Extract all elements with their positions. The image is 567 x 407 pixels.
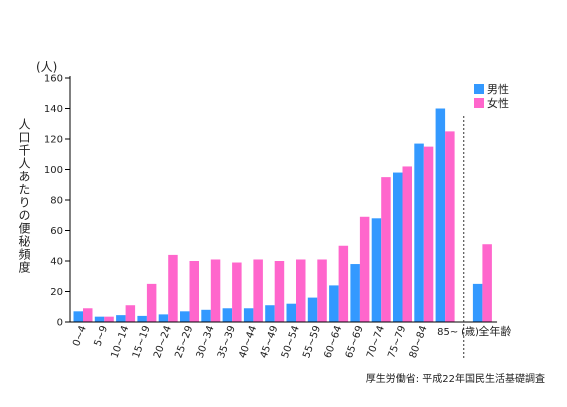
x-unit-label: (歳) xyxy=(461,326,479,338)
x-tick-label: 55~59 xyxy=(301,324,323,360)
x-tick-label: 60~64 xyxy=(323,324,345,360)
x-tick-label: 5~9 xyxy=(93,324,111,348)
x-tick-label: 0~4 xyxy=(71,324,89,348)
y-tick-label: 20 xyxy=(50,287,63,298)
y-tick-label: 120 xyxy=(44,135,63,146)
bar-male xyxy=(371,218,382,322)
bar-male xyxy=(472,283,483,323)
x-tick-label: 全年齢 xyxy=(478,324,511,338)
x-tick-label: 30~34 xyxy=(195,324,217,360)
legend-label: 女性 xyxy=(487,96,509,110)
bar-male xyxy=(435,108,446,322)
legend-swatch xyxy=(474,98,484,108)
bar-female xyxy=(482,244,492,322)
bars xyxy=(73,108,492,323)
bar-male xyxy=(201,309,211,322)
bar-male xyxy=(243,308,254,322)
y-tick-label: 160 xyxy=(44,74,63,85)
source-note: 厚生労働省: 平成22年国民生活基礎調査 xyxy=(366,372,545,385)
bar-female xyxy=(423,146,434,323)
bar-female xyxy=(125,305,136,322)
bar-male xyxy=(137,315,147,322)
x-tick-label: 80~84 xyxy=(408,324,430,360)
bar-female xyxy=(168,254,178,322)
bar-male xyxy=(180,311,190,322)
bar-male xyxy=(116,315,126,322)
x-tick-label: 20~24 xyxy=(152,324,174,360)
x-tick-label: 35~39 xyxy=(216,324,238,360)
x-tick-label: 85~ xyxy=(437,327,458,338)
bar-female xyxy=(381,177,391,323)
bar-female xyxy=(338,245,349,322)
bar-male xyxy=(158,314,169,323)
bar-female xyxy=(359,216,370,322)
bar-male xyxy=(94,316,105,322)
bar-male xyxy=(286,303,296,322)
bar-female xyxy=(296,259,306,322)
x-tick-label: 75~79 xyxy=(386,324,408,360)
bar-male xyxy=(265,305,275,322)
y-axis-title: 人口千人あたりの便秘頻度 xyxy=(17,118,31,274)
bar-female xyxy=(232,262,242,322)
bar-male xyxy=(393,172,403,322)
y-tick-label: 0 xyxy=(57,318,63,329)
y-axis: 0 20 40 60 80 100 120 140 160 xyxy=(44,74,71,329)
bar-female xyxy=(445,131,455,323)
bar-female xyxy=(317,259,327,322)
x-tick-label: 70~74 xyxy=(365,324,387,360)
x-tick-label: 40~44 xyxy=(237,324,259,360)
legend-label: 男性 xyxy=(487,82,509,96)
y-tick-label: 140 xyxy=(44,104,63,115)
bar-male xyxy=(414,143,424,322)
x-tick-label: 65~69 xyxy=(344,324,366,360)
bar-male xyxy=(329,285,339,322)
bar-male xyxy=(73,311,83,322)
bar-male xyxy=(307,297,318,322)
bar-female xyxy=(83,308,93,322)
bar-female xyxy=(253,259,263,322)
bar-female xyxy=(104,316,114,322)
y-tick-label: 80 xyxy=(50,196,63,207)
x-tick-label: 50~54 xyxy=(280,324,302,360)
bar-female xyxy=(402,166,412,322)
x-tick-label: 25~29 xyxy=(173,324,195,360)
bar-female xyxy=(210,259,221,322)
y-tick-label: 40 xyxy=(50,257,63,268)
bar-female xyxy=(274,261,285,322)
x-tick-label: 10~14 xyxy=(110,324,132,360)
y-unit-label: (人) xyxy=(36,60,57,74)
y-tick-label: 60 xyxy=(50,226,63,237)
y-tick-label: 100 xyxy=(44,165,63,176)
legend-swatch xyxy=(474,84,484,94)
x-tick-label: 15~19 xyxy=(131,324,153,360)
bar-female xyxy=(146,283,157,323)
x-tick-label: 45~49 xyxy=(259,324,281,360)
bar-female xyxy=(189,261,199,322)
bar-male xyxy=(350,264,360,322)
bar-male xyxy=(222,308,233,322)
